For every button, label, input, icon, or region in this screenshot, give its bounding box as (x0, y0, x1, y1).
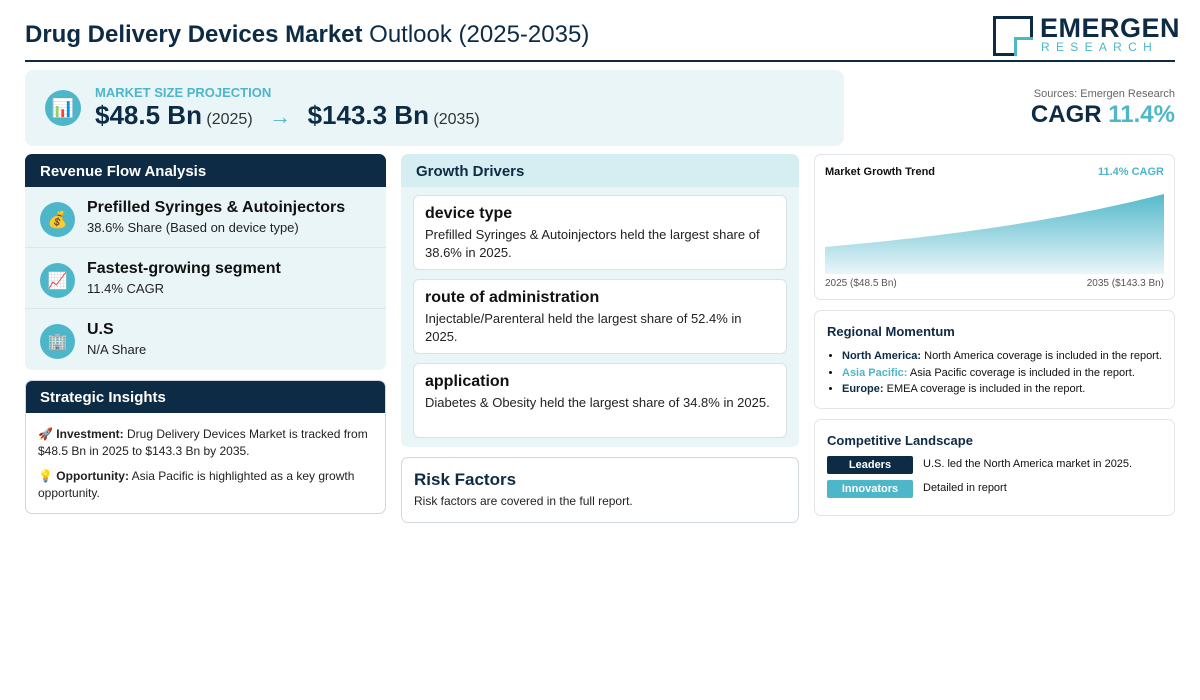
arrow-right-icon: → (269, 104, 292, 129)
revenue-item: 🏢 U.S N/A Share (25, 309, 386, 370)
driver-text: Injectable/Parenteral held the largest s… (425, 311, 742, 344)
investment-insight: 🚀 Investment: Drug Delivery Devices Mark… (38, 426, 373, 460)
investment-label: Investment: (56, 427, 124, 441)
revenue-flow-card: Revenue Flow Analysis 💰 Prefilled Syring… (25, 154, 386, 370)
driver-item: device type Prefilled Syringes & Autoinj… (413, 195, 787, 270)
trend-x-start-label: 2025 ($48.5 Bn) (825, 278, 897, 289)
market-growth-trend-card: Market Growth Trend 11.4% CAGR 2025 ($48… (814, 154, 1175, 300)
page-header: Drug Delivery Devices Market Outlook (20… (25, 12, 1180, 62)
region-text: North America coverage is included in th… (921, 350, 1162, 362)
region-name: Europe: (842, 383, 884, 395)
cagr-value: 11.4% (1108, 101, 1175, 128)
end-value: $143.3 Bn (307, 100, 429, 130)
title-bold: Drug Delivery Devices Market (25, 21, 363, 48)
opportunity-label: Opportunity: (56, 469, 129, 483)
money-bag-icon: 💰 (40, 202, 75, 237)
page-title: Drug Delivery Devices Market Outlook (20… (25, 21, 589, 49)
cagr-headline: CAGR 11.4% (1031, 101, 1175, 129)
region-item-north-america: North America: North America coverage is… (842, 348, 1162, 365)
market-size-projection: 📊 MARKET SIZE PROJECTION $48.5 Bn (2025)… (25, 70, 844, 146)
competitive-row-innovators: Innovators Detailed in report (827, 480, 1167, 498)
investment-text: Drug Delivery Devices Market is tracked … (38, 427, 368, 458)
trend-x-end-label: 2035 ($143.3 Bn) (1086, 278, 1164, 289)
region-item-europe: Europe: EMEA coverage is included in the… (842, 381, 1162, 398)
projection-label: MARKET SIZE PROJECTION (95, 85, 272, 100)
title-rest: Outlook (2025-2035) (362, 21, 590, 48)
risk-factors-title: Risk Factors (414, 470, 517, 489)
driver-heading: application (425, 373, 510, 390)
logo-mark-icon (993, 16, 1033, 56)
emergen-logo: EMERGEN RESEARCH (993, 14, 1180, 56)
lightbulb-icon: 💡 (38, 469, 53, 483)
growth-area-chart (825, 194, 1164, 274)
regional-momentum-title: Regional Momentum (827, 324, 955, 339)
sources-text: Sources: Emergen Research (1033, 88, 1175, 100)
revenue-item: 📈 Fastest-growing segment 11.4% CAGR (25, 248, 386, 309)
opportunity-insight: 💡 Opportunity: Asia Pacific is highlight… (38, 468, 373, 502)
revenue-item-subtitle: 38.6% Share (Based on device type) (87, 220, 299, 235)
competitive-landscape-title: Competitive Landscape (827, 433, 973, 448)
bar-chart-icon: 📊 (45, 90, 81, 126)
risk-factors-card: Risk Factors Risk factors are covered in… (401, 457, 799, 523)
driver-text: Diabetes & Obesity held the largest shar… (425, 395, 770, 410)
revenue-item: 💰 Prefilled Syringes & Autoinjectors 38.… (25, 187, 386, 248)
regional-momentum-card: Regional Momentum North America: North A… (814, 310, 1175, 409)
strategic-insights-card: Strategic Insights 🚀 Investment: Drug De… (25, 380, 386, 514)
driver-item: route of administration Injectable/Paren… (413, 279, 787, 354)
leaders-text: U.S. led the North America market in 202… (923, 458, 1133, 470)
revenue-flow-title: Revenue Flow Analysis (25, 154, 386, 187)
revenue-item-subtitle: 11.4% CAGR (87, 281, 165, 296)
start-value: $48.5 Bn (95, 100, 202, 130)
driver-text: Prefilled Syringes & Autoinjectors held … (425, 227, 760, 260)
rocket-icon: 🚀 (38, 427, 53, 441)
driver-item: application Diabetes & Obesity held the … (413, 363, 787, 438)
start-year: (2025) (206, 111, 253, 128)
competitive-landscape-card: Competitive Landscape Leaders U.S. led t… (814, 419, 1175, 516)
leaders-badge: Leaders (827, 456, 913, 474)
growth-area (825, 194, 1164, 274)
region-text: Asia Pacific coverage is included in the… (907, 366, 1135, 379)
driver-heading: route of administration (425, 289, 600, 306)
growth-drivers-title: Growth Drivers (401, 154, 799, 187)
end-year: (2035) (433, 111, 480, 128)
innovators-text: Detailed in report (923, 482, 1007, 494)
region-name: North America: (842, 350, 922, 362)
competitive-row-leaders: Leaders U.S. led the North America marke… (827, 456, 1167, 474)
growth-drivers-card: Growth Drivers device type Prefilled Syr… (401, 154, 799, 447)
strategic-insights-title: Strategic Insights (26, 381, 385, 413)
region-name: Asia Pacific: (842, 366, 908, 379)
innovators-badge: Innovators (827, 480, 913, 498)
logo-subtitle: RESEARCH (1041, 40, 1159, 54)
opportunity-text: Asia Pacific is highlighted as a key gro… (38, 469, 355, 500)
revenue-item-title: U.S (87, 321, 114, 338)
region-item-asia-pacific: Asia Pacific: Asia Pacific coverage is i… (842, 365, 1162, 382)
revenue-item-title: Fastest-growing segment (87, 260, 281, 277)
driver-heading: device type (425, 205, 513, 222)
trend-title: Market Growth Trend (825, 166, 936, 178)
revenue-item-title: Prefilled Syringes & Autoinjectors (87, 199, 346, 216)
projection-values: $48.5 Bn (2025) → $143.3 Bn (2035) (95, 100, 480, 131)
risk-factors-text: Risk factors are covered in the full rep… (414, 494, 633, 508)
region-list: North America: North America coverage is… (842, 348, 1162, 398)
revenue-item-subtitle: N/A Share (87, 342, 147, 357)
trending-up-icon: 📈 (40, 263, 75, 298)
cagr-label: CAGR (1030, 101, 1102, 128)
building-icon: 🏢 (40, 324, 75, 359)
trend-cagr-label: 11.4% CAGR (1097, 166, 1164, 178)
region-text: EMEA coverage is included in the report. (883, 383, 1086, 395)
logo-wordmark: EMERGEN (1040, 13, 1181, 43)
